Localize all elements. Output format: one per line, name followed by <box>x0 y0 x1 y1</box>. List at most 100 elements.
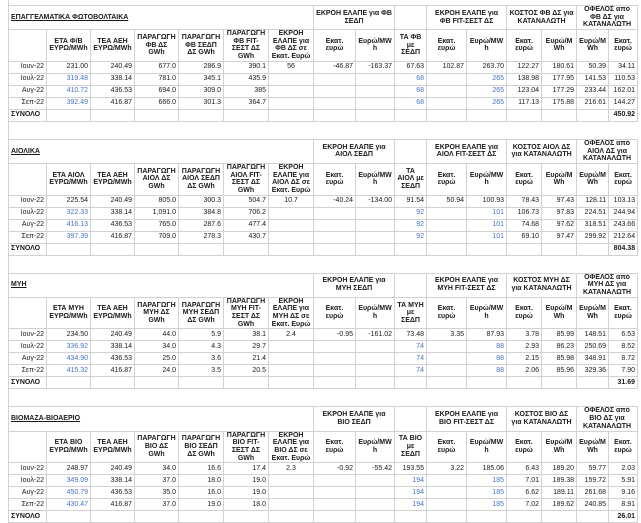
value-cell: 3.78 <box>506 328 543 342</box>
value-cell: 21.4 <box>223 352 269 366</box>
table-row: Ιουν-22 234.50 240.49 44.0 5.9 38.1 2.4 -0.95 -1… <box>8 328 639 342</box>
value-cell <box>355 474 395 488</box>
column-header-cell: Ευρώ/MWh <box>355 29 396 62</box>
value-cell <box>355 96 396 110</box>
table-row: Αυγ-22 416.13 436.53 765.0 287.6 477.4 92 101 74… <box>8 218 639 232</box>
group-header-cell: ΕΚΡΟΗ ΕΛΑΠΕ για ΦΒ ΣΕΔΠ <box>313 4 396 31</box>
value-cell <box>267 84 315 98</box>
column-header-cell: ΤΕΑ ΑΕΗ ΕΥΡΩ/MWh <box>90 162 135 196</box>
value-cell: 7.02 <box>506 498 542 512</box>
total-value: 450.92 <box>608 108 639 122</box>
value-cell: 3.22 <box>426 462 467 476</box>
value-cell: 477.4 <box>223 218 269 232</box>
table-row: Αυγ-22 410.72 436.53 694.0 309.0 385 68 265 123.… <box>8 84 639 98</box>
value-cell: 92 <box>394 218 428 232</box>
group-header-cell: ΟΦΕΛΟΣ από ΒΙΟ ΔΣ για ΚΑΤΑΝΑΛΩΤΗ <box>576 406 639 432</box>
column-header-cell: Ευρώ/MWh <box>541 162 578 196</box>
value-cell <box>426 364 468 378</box>
column-header-cell: Ευρώ/MWh <box>540 430 578 464</box>
value-cell: 2.4 <box>268 328 314 342</box>
group-header-cell: ΕΚΡΟΗ ΕΛΑΠΕ για ΜΥΗ ΣΕΔΠ <box>312 272 396 298</box>
empty-cell <box>355 108 396 122</box>
value-cell: 177.29 <box>541 84 578 98</box>
report-table-pv: ΕΠΑΓΓΕΛΜΑΤΙΚΑ ΦΩΤΟΒΟΛΤΑΙΚΑ ΕΚΡΟΗ ΕΛΑΠΕ γι… <box>7 4 639 122</box>
column-header-row: ΕΤΑ ΒΙΟ ΕΥΡΩ/MWh ΤΕΑ ΑΕΗ ΕΥΡΩ/MWh ΠΑΡΑΓΩΓΗ… <box>8 430 639 464</box>
value-cell: 88 <box>466 352 508 366</box>
empty-cell <box>541 242 578 256</box>
value-cell: 338.14 <box>90 206 135 220</box>
empty-cell <box>313 376 356 390</box>
value-cell: 101 <box>466 218 508 232</box>
value-cell <box>267 218 315 232</box>
value-cell: 88 <box>466 364 508 378</box>
value-cell: 74 <box>394 340 428 354</box>
value-cell: 240.49 <box>90 328 135 342</box>
total-label: ΣΥΝΟΛΟ <box>8 242 47 256</box>
empty-cell <box>540 510 578 523</box>
value-cell <box>426 474 467 488</box>
value-cell <box>268 474 314 488</box>
value-cell: 50.39 <box>576 60 610 74</box>
month-cell: Σεπ-22 <box>8 364 47 378</box>
empty-cell <box>267 242 315 256</box>
value-cell: 240.85 <box>576 498 610 512</box>
month-cell: Ιουλ-22 <box>8 206 47 220</box>
value-cell: 781.0 <box>134 72 179 86</box>
value-cell: 2.15 <box>506 352 543 366</box>
value-cell: 318.51 <box>576 218 610 232</box>
group-header-cell: ΟΦΕΛΟΣ από ΦΒ ΔΣ για ΚΑΤΑΝΑΛΩΤΗ <box>576 4 639 31</box>
value-cell: 194 <box>394 486 427 500</box>
value-cell: 185 <box>466 498 507 512</box>
table-row: Ιουλ-22 349.09 338.14 37.0 18.0 19.0 194 185 7.0… <box>8 474 639 488</box>
value-cell <box>313 352 356 366</box>
value-cell: 336.92 <box>46 340 91 354</box>
value-cell: 430.7 <box>223 230 269 244</box>
group-header-cell: ΚΟΣΤΟΣ ΦΒ ΔΣ για ΚΑΤΑΝΑΛΩΤΗ <box>506 4 578 31</box>
column-header-cell: Ευρώ/MWh <box>576 162 610 196</box>
value-cell: 436.53 <box>90 352 135 366</box>
column-header-cell: ΠΑΡΑΓΩΓΗ ΜΥΗ ΣΕΔΠ ΔΣ GWh <box>178 296 224 330</box>
month-cell: Ιουν-22 <box>8 60 47 74</box>
month-cell: Ιουλ-22 <box>8 474 47 488</box>
value-cell <box>355 486 395 500</box>
value-cell: 244.94 <box>608 206 639 220</box>
value-cell: 101 <box>466 230 508 244</box>
value-cell: 212.64 <box>608 230 639 244</box>
value-cell: 68 <box>394 72 428 86</box>
month-cell: Σεπ-22 <box>8 498 47 512</box>
total-row: ΣΥΝΟΛΟ 26.01 <box>8 510 639 523</box>
value-cell: 416.13 <box>46 218 91 232</box>
value-cell: 103.13 <box>608 194 639 208</box>
column-header-cell: Εκατ. ευρώ <box>608 296 639 330</box>
value-cell: 180.61 <box>541 60 578 74</box>
table-title: ΜΥΗ <box>8 272 314 298</box>
value-cell: 385 <box>223 84 269 98</box>
value-cell: 17.4 <box>223 462 269 476</box>
value-cell <box>267 72 315 86</box>
value-cell <box>313 340 356 354</box>
value-cell <box>355 84 396 98</box>
value-cell <box>268 364 314 378</box>
value-cell: 122.27 <box>506 60 543 74</box>
value-cell: 8.52 <box>608 340 639 354</box>
column-header-cell: ΕΚΡΟΗ ΕΛΑΠΕ για ΜΥΗ ΔΣ σε Εκατ. Ευρώ <box>268 296 314 330</box>
month-cell: Σεπ-22 <box>8 96 47 110</box>
value-cell: 177.95 <box>541 72 578 86</box>
value-cell: 117.13 <box>506 96 543 110</box>
value-cell: 8.72 <box>608 352 639 366</box>
value-cell: 189.11 <box>540 486 578 500</box>
value-cell: 240.49 <box>90 462 135 476</box>
column-header-cell: Ευρώ/MWh <box>355 430 395 464</box>
value-cell <box>355 218 396 232</box>
column-header-cell: ΤΕΑ ΑΕΗ ΕΥΡΩ/MWh <box>90 296 135 330</box>
total-label: ΣΥΝΟΛΟ <box>8 510 47 523</box>
value-cell: 319.48 <box>46 72 91 86</box>
column-header-cell: ΕΤΑ Φ/Β ΕΥΡΩ/MWh <box>46 29 91 62</box>
empty-cell <box>134 242 179 256</box>
empty-cell <box>178 376 224 390</box>
table-row: Ιουν-22 248.97 240.49 34.0 16.6 17.4 2.3 -0.92-… <box>8 462 639 476</box>
empty-cell <box>178 510 224 523</box>
table-row: Σεπ-22 430.47 416.87 37.0 19.0 18.0 194 185 7.02… <box>8 498 639 512</box>
column-header-row: ΕΤΑ ΜΥΗ ΕΥΡΩ/MWh ΤΕΑ ΑΕΗ ΕΥΡΩ/MWh ΠΑΡΑΓΩΓΗ… <box>8 296 639 330</box>
